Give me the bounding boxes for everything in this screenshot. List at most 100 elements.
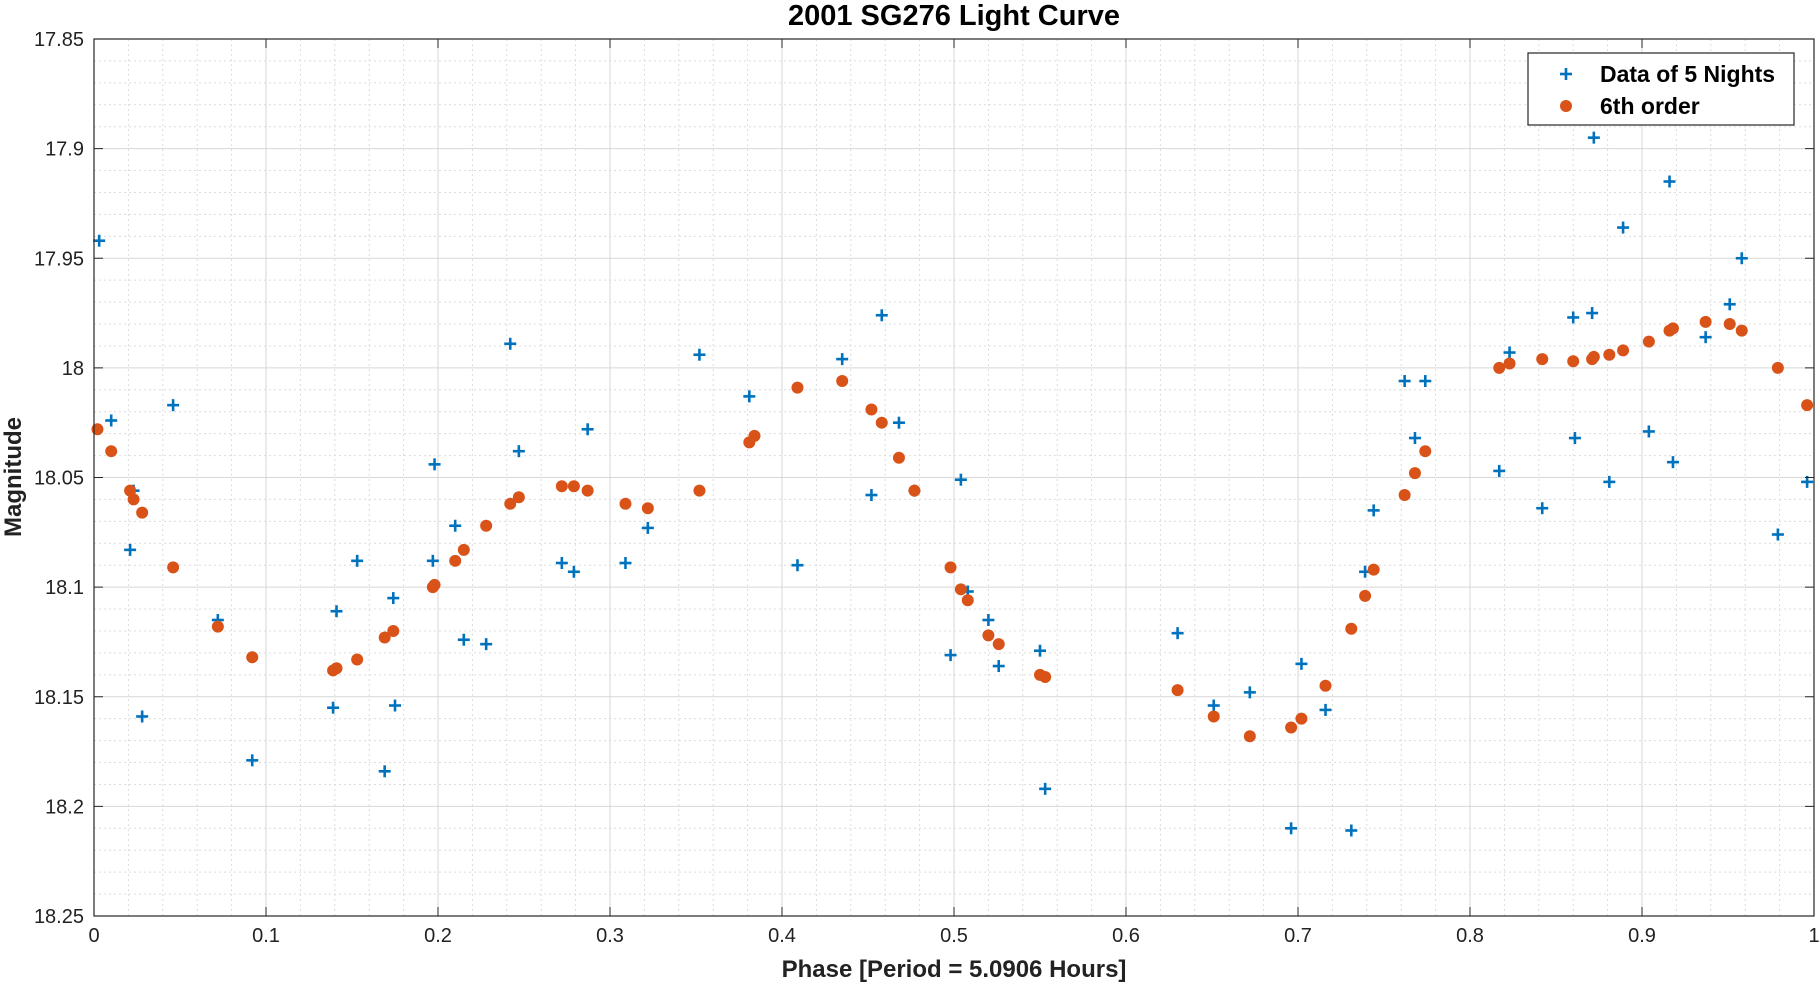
- fit-point-circle: [1642, 335, 1655, 348]
- data-point-plus: [389, 699, 401, 712]
- fit-point-circle: [127, 493, 140, 506]
- data-point-plus: [892, 416, 905, 429]
- data-point-plus: [504, 337, 517, 350]
- data-point-plus: [1587, 131, 1600, 144]
- y-tick-label: 17.9: [45, 139, 84, 161]
- data-point-plus: [105, 414, 118, 427]
- data-point-plus: [124, 543, 137, 556]
- series-1: [91, 315, 1814, 743]
- data-point-plus: [1568, 432, 1581, 445]
- x-tick-label: 0.5: [940, 925, 968, 947]
- data-point-plus: [1398, 375, 1411, 388]
- legend-box: [1527, 52, 1795, 126]
- fit-point-circle: [1503, 357, 1516, 370]
- fit-point-circle: [1536, 353, 1549, 366]
- fit-point-circle: [1359, 589, 1372, 602]
- fit-point-circle: [136, 506, 149, 519]
- data-point-plus: [1699, 331, 1712, 344]
- fit-point-circle: [387, 624, 400, 637]
- fit-point-circle: [1735, 324, 1748, 337]
- fit-point-circle: [619, 497, 632, 510]
- data-point-plus: [1642, 425, 1655, 438]
- x-tick-label: 0.4: [768, 925, 796, 947]
- x-tick-label: 0.7: [1284, 925, 1312, 947]
- data-point-plus: [426, 554, 439, 567]
- fit-point-circle: [1367, 563, 1380, 576]
- fit-point-circle: [428, 578, 441, 591]
- fit-point-circle: [982, 629, 995, 642]
- data-point-plus: [1771, 528, 1784, 541]
- fit-point-circle: [892, 451, 905, 464]
- fit-point-circle: [351, 653, 364, 666]
- x-tick-labels: 0 0.1 0.2 0.3 0.4 0.5 0.6 0.7 0.8 0.9 1: [88, 925, 1819, 947]
- data-point-plus: [1039, 782, 1052, 795]
- data-point-plus: [641, 521, 654, 534]
- legend-label-data: Data of 5 Nights: [1600, 61, 1775, 87]
- fit-point-circle: [791, 381, 804, 394]
- data-point-plus: [567, 565, 580, 578]
- fit-point-circle: [1603, 348, 1616, 361]
- y-tick-label: 18.25: [34, 906, 84, 928]
- fit-point-circle: [954, 583, 967, 596]
- data-point-plus: [619, 557, 632, 570]
- data-point-plus: [1603, 475, 1616, 488]
- data-point-plus: [246, 754, 259, 767]
- fit-point-circle: [1408, 467, 1421, 480]
- chart-title: 2001 SG276 Light Curve: [788, 0, 1120, 32]
- legend-marker-data-icon: [1560, 68, 1572, 80]
- fit-point-circle: [1398, 489, 1411, 502]
- x-tick-label: 0.6: [1112, 925, 1140, 947]
- fit-point-circle: [1771, 361, 1784, 374]
- fit-point-circle: [330, 662, 343, 675]
- data-point-plus: [982, 614, 995, 627]
- fit-point-circle: [1666, 322, 1679, 335]
- data-point-plus: [1207, 699, 1220, 712]
- fit-point-circle: [1285, 721, 1298, 734]
- legend-marker-fit-icon: [1560, 100, 1572, 112]
- data-point-plus: [693, 348, 706, 361]
- data-point-plus: [581, 423, 594, 436]
- fit-point-circle: [1171, 684, 1184, 697]
- y-tick-label: 18.15: [34, 687, 84, 709]
- data-point-plus: [791, 559, 804, 572]
- data-point-plus: [1617, 221, 1630, 234]
- data-point-plus: [449, 519, 462, 532]
- x-tick-label: 0.1: [252, 925, 280, 947]
- x-tick-label: 0.9: [1628, 925, 1656, 947]
- fit-point-circle: [693, 484, 706, 497]
- tick-marks: [93, 38, 1815, 917]
- data-point-plus: [136, 710, 149, 723]
- legend-plus-icon: [1560, 68, 1572, 80]
- data-point-plus: [1408, 432, 1421, 445]
- fit-point-circle: [449, 554, 462, 567]
- data-point-plus: [428, 458, 441, 471]
- data-point-plus: [1319, 703, 1332, 716]
- y-axis-label: Magnitude: [0, 417, 27, 537]
- y-tick-label: 18.1: [45, 577, 84, 599]
- data-point-plus: [1666, 456, 1679, 469]
- fit-point-circle: [91, 423, 104, 436]
- series-layer: [91, 131, 1814, 837]
- fit-point-circle: [1699, 315, 1712, 328]
- fit-point-circle: [1567, 355, 1580, 368]
- fit-point-circle: [944, 561, 957, 574]
- data-point-plus: [378, 765, 391, 778]
- y-tick-label: 18.05: [34, 468, 84, 490]
- fit-point-circle: [567, 480, 580, 493]
- data-point-plus: [1663, 175, 1676, 188]
- legend: Data of 5 Nights 6th order: [1527, 52, 1795, 126]
- data-point-plus: [875, 309, 888, 322]
- fit-point-circle: [1039, 671, 1052, 684]
- fit-point-circle: [512, 491, 525, 504]
- y-tick-label: 18: [62, 358, 84, 380]
- fit-point-circle: [211, 620, 224, 633]
- fit-point-circle: [748, 429, 761, 442]
- x-tick-label: 1: [1808, 925, 1819, 947]
- fit-point-circle: [1419, 445, 1432, 458]
- y-tick-label: 18.2: [45, 796, 84, 818]
- data-point-plus: [1295, 657, 1308, 670]
- data-point-plus: [480, 638, 493, 651]
- legend-circle-icon: [1560, 100, 1572, 112]
- data-point-plus: [351, 554, 364, 567]
